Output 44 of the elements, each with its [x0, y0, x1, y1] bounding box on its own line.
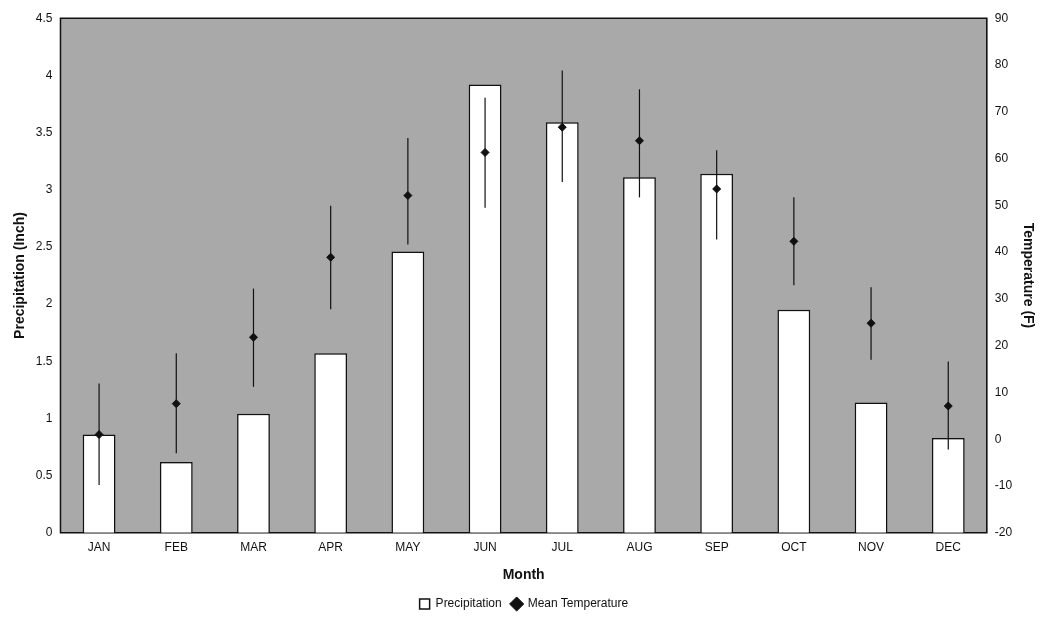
y-tick-label: 1.5 — [35, 353, 53, 368]
y2-tick-label: -10 — [994, 478, 1013, 493]
x-axis-title: Month — [502, 566, 545, 583]
x-tick-label: JUL — [551, 540, 574, 555]
legend-label: Mean Temperature — [527, 596, 629, 611]
point — [326, 252, 336, 262]
y2-tick-label: 50 — [994, 197, 1009, 212]
x-tick-label: MAR — [240, 540, 268, 555]
x-tick-label: APR — [318, 540, 344, 555]
y-tick-label: 3.5 — [35, 124, 53, 139]
x-tick-label: DEC — [935, 540, 962, 555]
y-tick-label: 2 — [45, 296, 53, 311]
y-axis-title: Precipitation (Inch) — [11, 212, 28, 339]
y-tick-label: 1 — [45, 410, 53, 425]
y2-tick-label: 40 — [994, 244, 1009, 259]
y-tick-label: 4.5 — [35, 10, 53, 25]
x-tick-label: MAY — [395, 540, 421, 555]
y-tick-label: 3 — [45, 182, 53, 197]
legend-label: Precipitation — [435, 596, 502, 611]
y2-tick-label: -20 — [994, 525, 1013, 540]
y2-tick-label: 10 — [994, 384, 1009, 399]
x-tick-label: JAN — [87, 540, 111, 555]
y-tick-label: 0.5 — [35, 467, 53, 482]
y2-axis-title: Temperature (F) — [1020, 222, 1037, 329]
x-tick-label: SEP — [704, 540, 729, 555]
y2-tick-label: 0 — [994, 431, 1002, 446]
point — [248, 332, 258, 342]
y-tick-label: 0 — [45, 525, 53, 540]
y-tick-label: 4 — [45, 67, 53, 82]
x-tick-label: OCT — [781, 540, 808, 555]
y2-tick-label: 60 — [994, 150, 1009, 165]
point — [634, 136, 644, 146]
y2-tick-label: 90 — [994, 10, 1009, 25]
point — [943, 401, 953, 411]
x-tick-label: FEB — [164, 540, 188, 555]
x-tick-label: AUG — [626, 540, 653, 555]
y-tick-label: 2.5 — [35, 239, 53, 254]
x-tick-label: JUN — [473, 540, 497, 555]
y2-tick-label: 70 — [994, 104, 1009, 119]
y2-tick-label: 80 — [994, 57, 1009, 72]
x-tick-label: NOV — [858, 540, 885, 555]
y2-tick-label: 30 — [994, 291, 1009, 306]
y2-tick-label: 20 — [994, 337, 1009, 352]
point — [712, 184, 722, 194]
